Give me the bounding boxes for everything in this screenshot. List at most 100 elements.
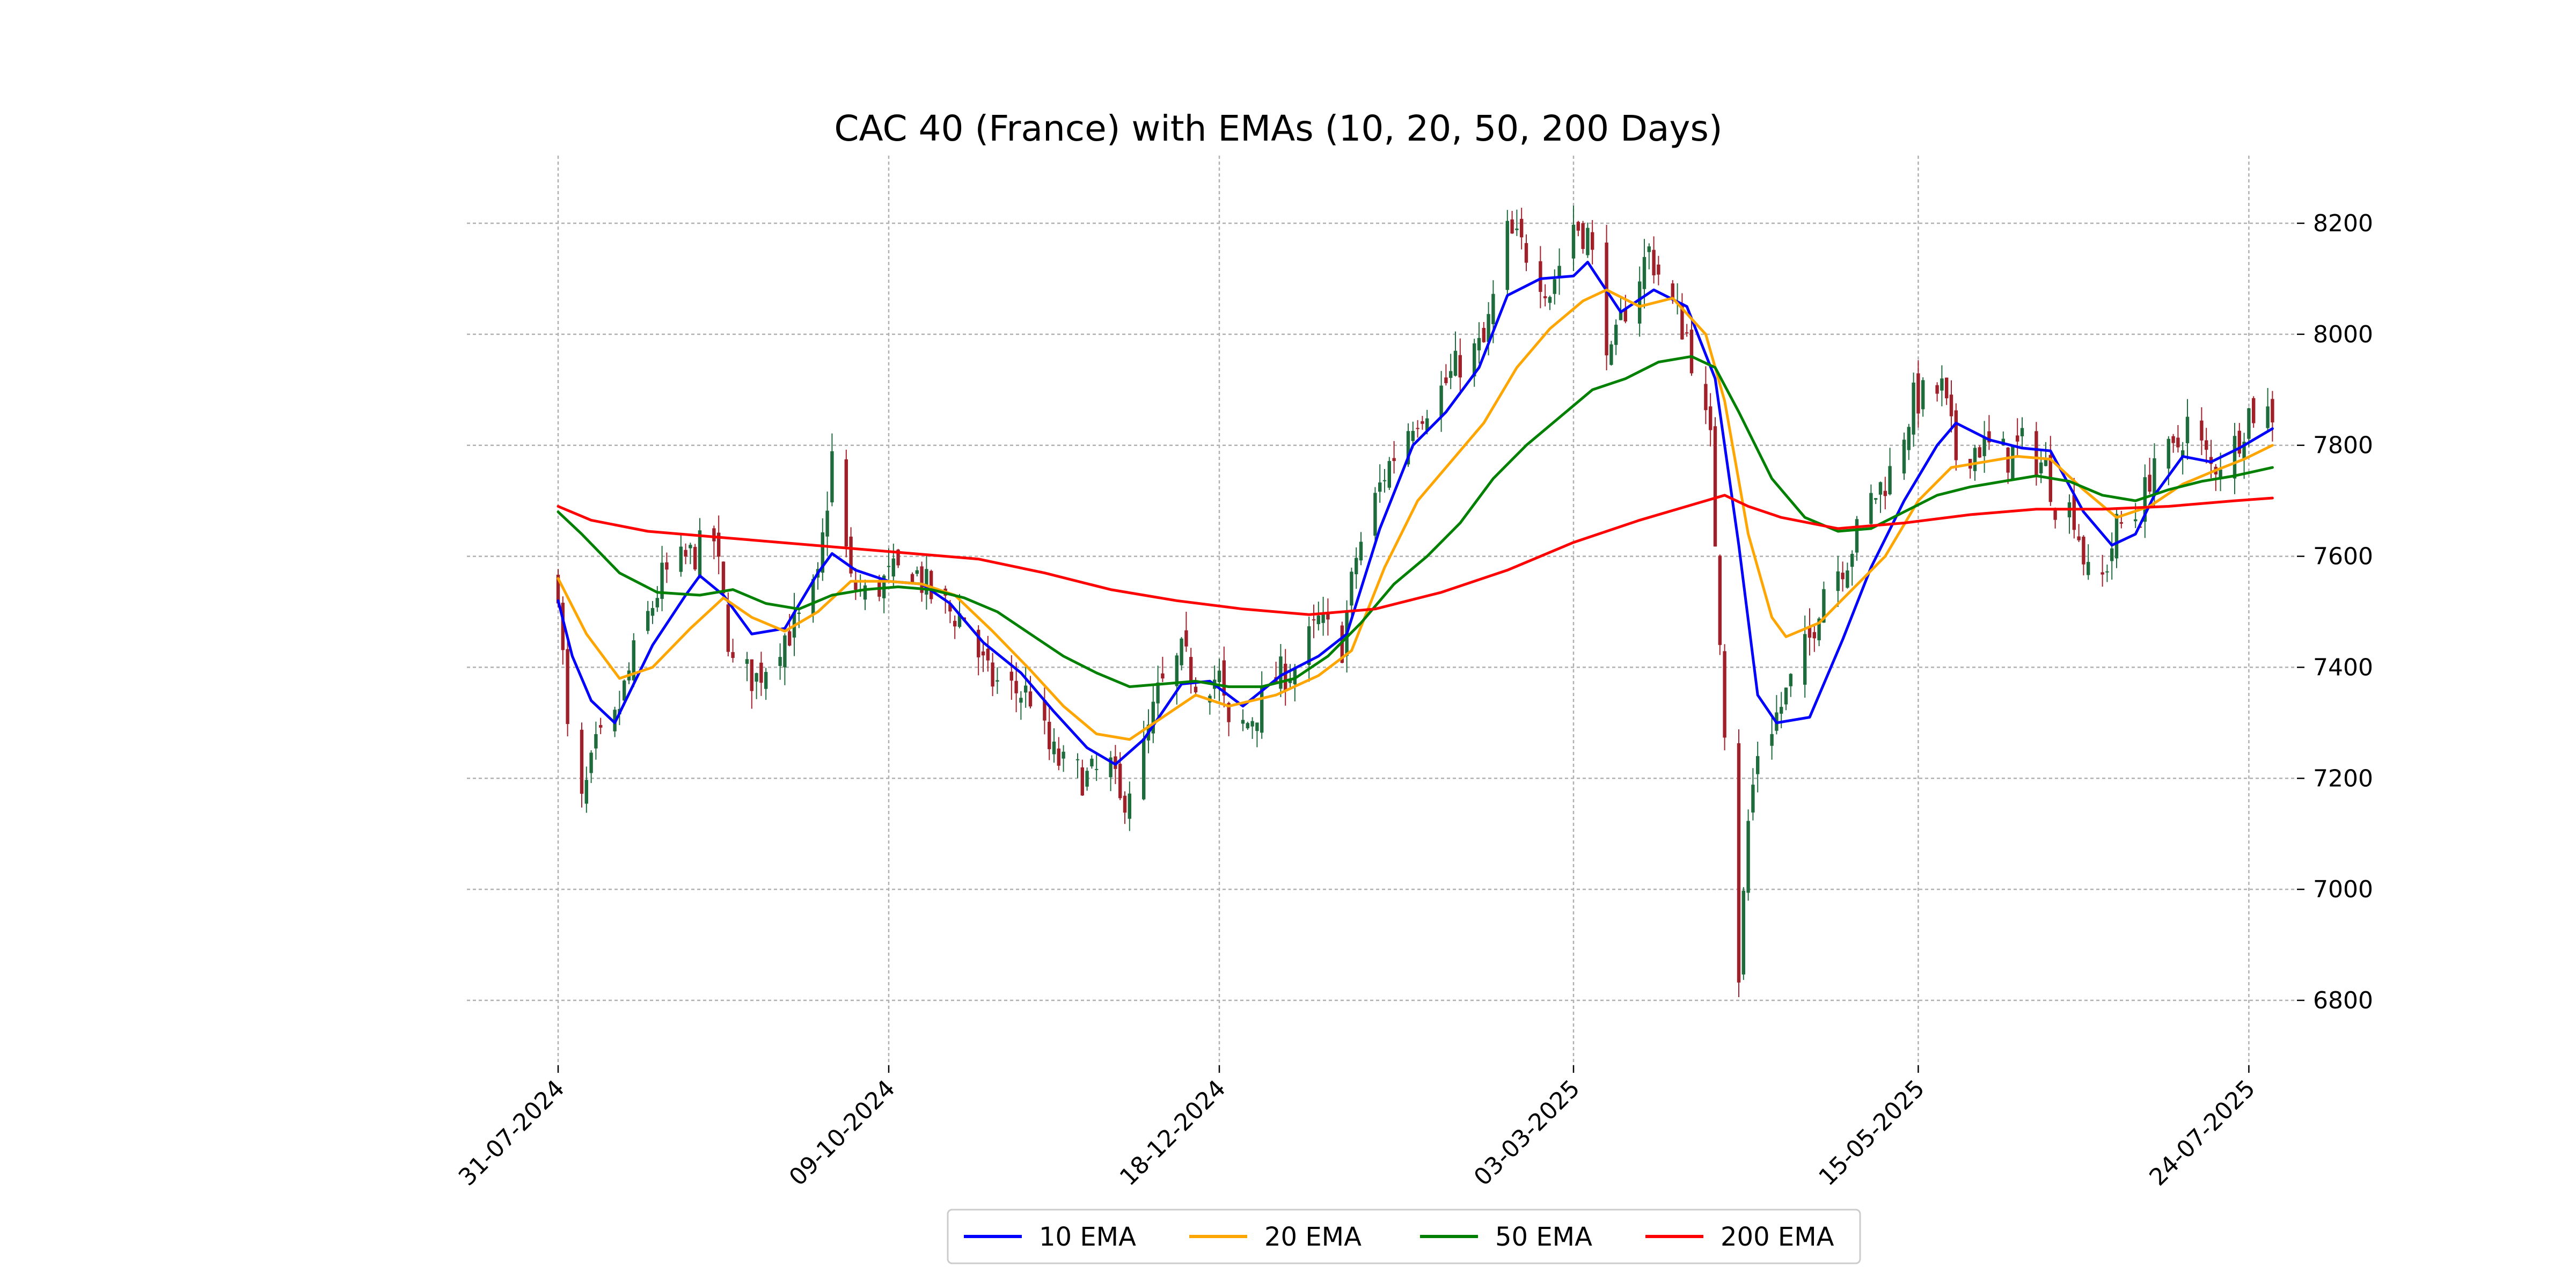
candle-body-2025-03-31: [1704, 384, 1708, 411]
y-tick-label-8000: 8000: [2313, 321, 2373, 348]
candle-body-2025-05-21: [1945, 377, 1949, 399]
candle-body-2025-01-01: [1284, 663, 1287, 691]
candle-body-2024-09-16: [778, 657, 782, 666]
candle-body-2025-03-26: [1680, 303, 1684, 340]
candle-body-2024-09-18: [788, 631, 792, 646]
candle-body-2024-11-08: [1028, 691, 1033, 707]
candle-body-2024-10-01: [849, 536, 853, 574]
candle-body-2024-11-22: [1095, 769, 1099, 770]
candle-body-2025-03-13: [1619, 312, 1623, 320]
legend: 10 EMA 20 EMA 50 EMA 200 EMA: [947, 1209, 1861, 1264]
candle-body-2025-03-06: [1586, 228, 1590, 255]
candle-body-2024-11-01: [996, 680, 999, 682]
legend-label-20-ema: 20 EMA: [1264, 1222, 1362, 1252]
candle-body-2024-12-06: [1161, 673, 1165, 679]
candle-body-2025-01-29: [1416, 428, 1419, 429]
ema-lines: [557, 260, 2274, 766]
candle-body-2024-12-05: [1156, 682, 1160, 704]
candle-body-2024-08-06: [584, 780, 588, 804]
candle-body-2024-10-15: [915, 570, 919, 574]
candle-body-2025-07-22: [2237, 430, 2241, 454]
candle-body-2024-11-13: [1052, 741, 1056, 755]
legend-label-200-ema: 200 EMA: [1721, 1222, 1834, 1252]
candle-body-2025-04-30: [1846, 570, 1849, 588]
candle-body-2025-05-09: [1888, 466, 1892, 495]
candle-body-2024-12-10: [1180, 638, 1183, 665]
candle-body-2024-10-16: [920, 566, 924, 593]
candle-body-2024-08-28: [689, 545, 692, 548]
candle-body-2025-03-19: [1647, 246, 1651, 252]
candle-body-2024-09-20: [797, 612, 801, 614]
candle-body-2025-03-03: [1571, 224, 1576, 259]
candle-body-2025-01-24: [1392, 458, 1396, 462]
candle-body-2025-04-10: [1751, 785, 1755, 813]
candle-body-2025-04-23: [1812, 632, 1816, 639]
candle-body-2025-07-23: [2242, 442, 2246, 460]
candle-body-2025-05-16: [1921, 380, 1925, 409]
candle-body-2025-04-25: [1822, 589, 1826, 623]
x-tick-label-31-07-2024: 31-07-2024: [453, 1075, 570, 1191]
candle-body-2024-08-27: [684, 550, 687, 557]
candle-body-2024-11-21: [1090, 758, 1094, 767]
candle-body-2024-12-18: [1217, 670, 1221, 683]
candle-body-2025-02-12: [1482, 328, 1485, 342]
candle-body-2025-07-25: [2252, 398, 2256, 423]
candle-body-2025-02-26: [1548, 297, 1552, 303]
candle-body-2025-01-10: [1326, 613, 1330, 620]
candle-body-2024-11-15: [1062, 751, 1065, 759]
candle-body-2024-09-04: [721, 561, 726, 594]
candle-body-2025-07-04: [2153, 458, 2156, 495]
candle-body-2024-12-13: [1194, 686, 1198, 693]
candle-body-2025-04-17: [1784, 687, 1788, 705]
candle-body-2024-10-28: [977, 630, 980, 657]
candle-body-2024-08-19: [646, 611, 650, 631]
candle-body-2025-05-28: [1978, 447, 1981, 458]
legend-label-50-ema: 50 EMA: [1495, 1222, 1592, 1252]
candle-body-2025-02-20: [1520, 218, 1524, 238]
candle-body-2025-02-11: [1477, 338, 1481, 350]
candle-body-2025-04-07: [1737, 743, 1741, 983]
candle-body-2025-03-12: [1614, 325, 1618, 345]
candle-body-2024-11-05: [1014, 680, 1018, 693]
candle-body-2024-08-08: [594, 734, 598, 749]
candle-body-2025-04-16: [1780, 707, 1783, 714]
candle-body-2024-09-27: [830, 451, 834, 503]
candle-body-2025-06-19: [2082, 537, 2085, 565]
candle-body-2024-10-14: [910, 574, 914, 584]
candle-body-2025-04-02: [1713, 426, 1717, 547]
candle-body-2025-06-03: [2006, 448, 2010, 473]
candle-body-2024-10-29: [981, 651, 985, 656]
candle-body-2025-04-09: [1746, 821, 1750, 893]
candle-body-2025-02-03: [1439, 385, 1443, 417]
candle-body-2025-01-22: [1382, 480, 1387, 481]
candle-body-2025-03-14: [1623, 309, 1627, 322]
candle-body-2024-10-31: [991, 662, 994, 687]
candle-body-2025-03-05: [1581, 223, 1585, 249]
candle-body-2024-12-31: [1279, 656, 1283, 689]
candle-body-2025-01-02: [1288, 679, 1292, 683]
candle-body-2025-02-24: [1539, 261, 1542, 292]
candle-body-2024-11-19: [1080, 767, 1084, 796]
candle-body-2025-05-29: [1982, 436, 1986, 456]
candle-body-2024-10-18: [930, 570, 933, 599]
x-tick-label-24-07-2025: 24-07-2025: [2144, 1075, 2260, 1191]
candle-body-2025-01-31: [1425, 418, 1429, 431]
candle-body-2024-12-19: [1222, 660, 1226, 696]
candle-body-2025-07-29: [2271, 399, 2274, 423]
candle-body-2025-07-28: [2266, 406, 2270, 428]
y-axis: 6800 7000 7200 7400 7600 7800 8000 8200: [2297, 210, 2373, 1014]
candle-body-2025-02-10: [1473, 343, 1476, 377]
candle-body-2025-02-18: [1510, 219, 1514, 234]
candle-body-2024-12-04: [1151, 701, 1155, 734]
candle-body-2024-12-26: [1255, 722, 1259, 731]
candle-body-2024-10-10: [891, 558, 895, 577]
candle-body-2025-07-03: [2148, 474, 2151, 492]
candle-body-2025-02-06: [1453, 350, 1458, 376]
candle-body-2025-05-27: [1973, 448, 1977, 471]
candle-body-2025-02-21: [1524, 243, 1528, 263]
candle-body-2024-08-22: [660, 562, 664, 599]
candle-body-2025-05-02: [1855, 519, 1859, 553]
candle-body-2025-01-09: [1321, 613, 1325, 623]
candle-body-2025-06-04: [2011, 445, 2015, 480]
